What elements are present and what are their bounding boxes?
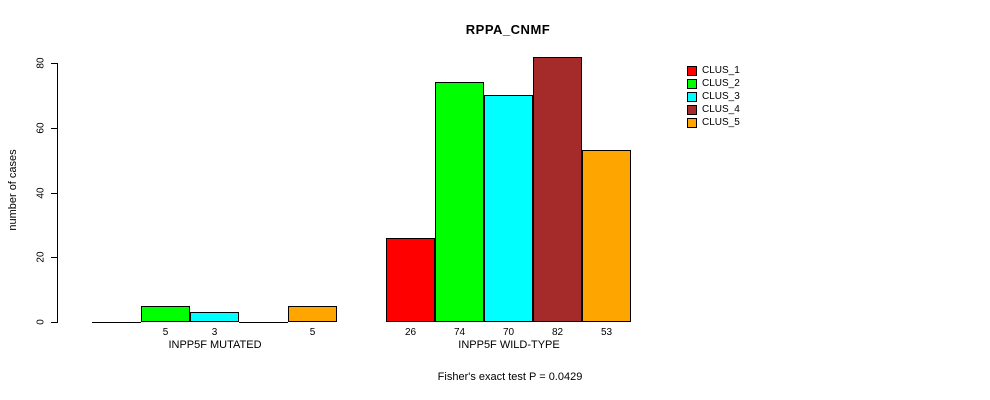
legend-label: CLUS_4 bbox=[702, 104, 740, 115]
ytick-line-0 bbox=[51, 322, 58, 323]
bar-clus_5-group0 bbox=[288, 306, 337, 322]
chart-title: RPPA_CNMF bbox=[465, 22, 551, 37]
bar-value-label: 26 bbox=[404, 327, 417, 338]
legend-row-clus_2: CLUS_2 bbox=[687, 77, 740, 90]
legend-swatch-icon bbox=[687, 91, 697, 102]
ytick-line-20 bbox=[51, 257, 58, 258]
legend-label: CLUS_5 bbox=[702, 117, 740, 128]
bar-clus_3-group1 bbox=[484, 95, 533, 322]
bar-clus_4-group1 bbox=[533, 57, 582, 322]
legend-swatch-icon bbox=[687, 78, 697, 89]
legend-swatch-icon bbox=[687, 117, 697, 128]
bar-clus_1-group1 bbox=[386, 238, 435, 322]
legend-swatch-icon bbox=[687, 104, 697, 115]
bar-value-label: 5 bbox=[162, 327, 169, 338]
legend-row-clus_4: CLUS_4 bbox=[687, 103, 740, 116]
bar-value-label: 74 bbox=[453, 327, 466, 338]
ytick-label-20: 20 bbox=[35, 251, 47, 263]
ytick-line-60 bbox=[51, 128, 58, 129]
legend-swatch-icon bbox=[687, 65, 697, 76]
bar-clus_1-group0 bbox=[92, 322, 141, 323]
bar-clus_5-group1 bbox=[582, 150, 631, 322]
bar-clus_4-group0 bbox=[239, 322, 288, 323]
ytick-label-80: 80 bbox=[35, 57, 47, 69]
legend-row-clus_3: CLUS_3 bbox=[687, 90, 740, 103]
bar-value-label: 3 bbox=[211, 327, 218, 338]
bar-value-label: 82 bbox=[551, 327, 564, 338]
group-label-mutated: INPP5F MUTATED bbox=[168, 339, 262, 351]
legend-label: CLUS_2 bbox=[702, 78, 740, 89]
ytick-label-60: 60 bbox=[35, 122, 47, 134]
legend-row-clus_1: CLUS_1 bbox=[687, 64, 740, 77]
legend-label: CLUS_1 bbox=[702, 65, 740, 76]
legend-row-clus_5: CLUS_5 bbox=[687, 116, 740, 129]
bar-clus_2-group0 bbox=[141, 306, 190, 322]
bar-value-label: 53 bbox=[600, 327, 613, 338]
ytick-line-40 bbox=[51, 193, 58, 194]
bar-value-label: 70 bbox=[502, 327, 515, 338]
fisher-test-note: Fisher's exact test P = 0.0429 bbox=[437, 371, 583, 383]
group-label-wildtype: INPP5F WILD-TYPE bbox=[458, 339, 560, 351]
ytick-line-80 bbox=[51, 63, 58, 64]
ytick-label-40: 40 bbox=[35, 187, 47, 199]
bar-clus_2-group1 bbox=[435, 82, 484, 322]
bar-clus_3-group0 bbox=[190, 312, 239, 322]
y-axis-line bbox=[57, 63, 58, 322]
y-axis-label: number of cases bbox=[7, 149, 19, 231]
ytick-label-0: 0 bbox=[35, 319, 47, 325]
legend-label: CLUS_3 bbox=[702, 91, 740, 102]
bar-value-label: 5 bbox=[309, 327, 316, 338]
